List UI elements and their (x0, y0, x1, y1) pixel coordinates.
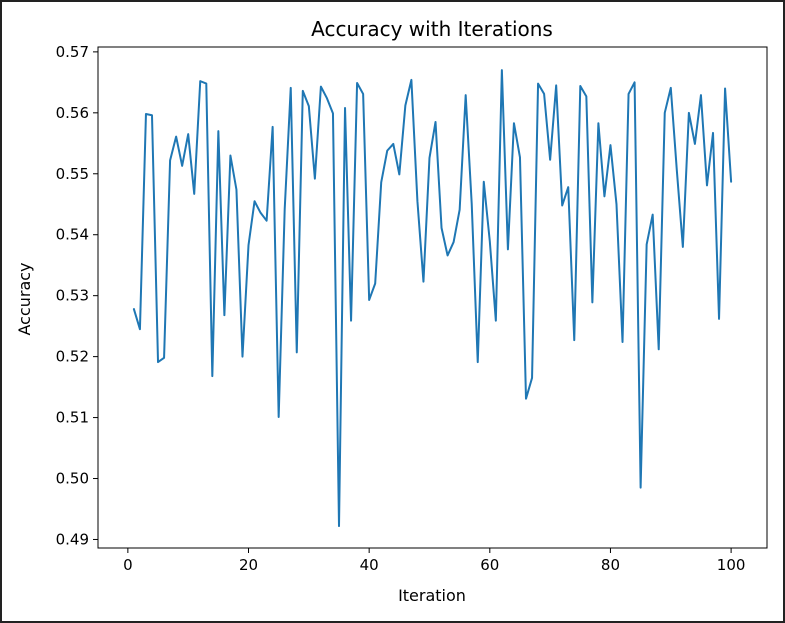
x-tick-label: 0 (123, 556, 133, 574)
x-tick-label: 80 (601, 556, 620, 574)
y-tick-label: 0.50 (56, 470, 89, 488)
x-tick-label: 60 (480, 556, 499, 574)
y-tick-label: 0.54 (56, 226, 89, 244)
chart-title: Accuracy with Iterations (311, 17, 553, 41)
x-tick-label: 20 (239, 556, 258, 574)
y-tick-label: 0.49 (56, 530, 89, 548)
y-tick-label: 0.51 (56, 409, 89, 427)
x-tick-label: 40 (360, 556, 379, 574)
y-tick-label: 0.56 (56, 104, 89, 122)
y-tick-label: 0.53 (56, 287, 89, 305)
y-tick-label: 0.55 (56, 165, 89, 183)
x-axis-label: Iteration (398, 586, 466, 605)
series-layer (132, 69, 733, 528)
y-tick-label: 0.52 (56, 348, 89, 366)
y-tick-label: 0.57 (56, 43, 89, 61)
series-line-1 (132, 69, 733, 528)
plot-border (97, 46, 768, 549)
y-axis-label: Accuracy (15, 262, 34, 335)
x-axis-ticks: 0 20 40 60 80 100 (123, 548, 745, 574)
y-axis-ticks: 0.49 0.50 0.51 0.52 0.53 0.54 0.55 0.56 0.57 (56, 43, 98, 548)
x-tick-label: 100 (717, 556, 746, 574)
